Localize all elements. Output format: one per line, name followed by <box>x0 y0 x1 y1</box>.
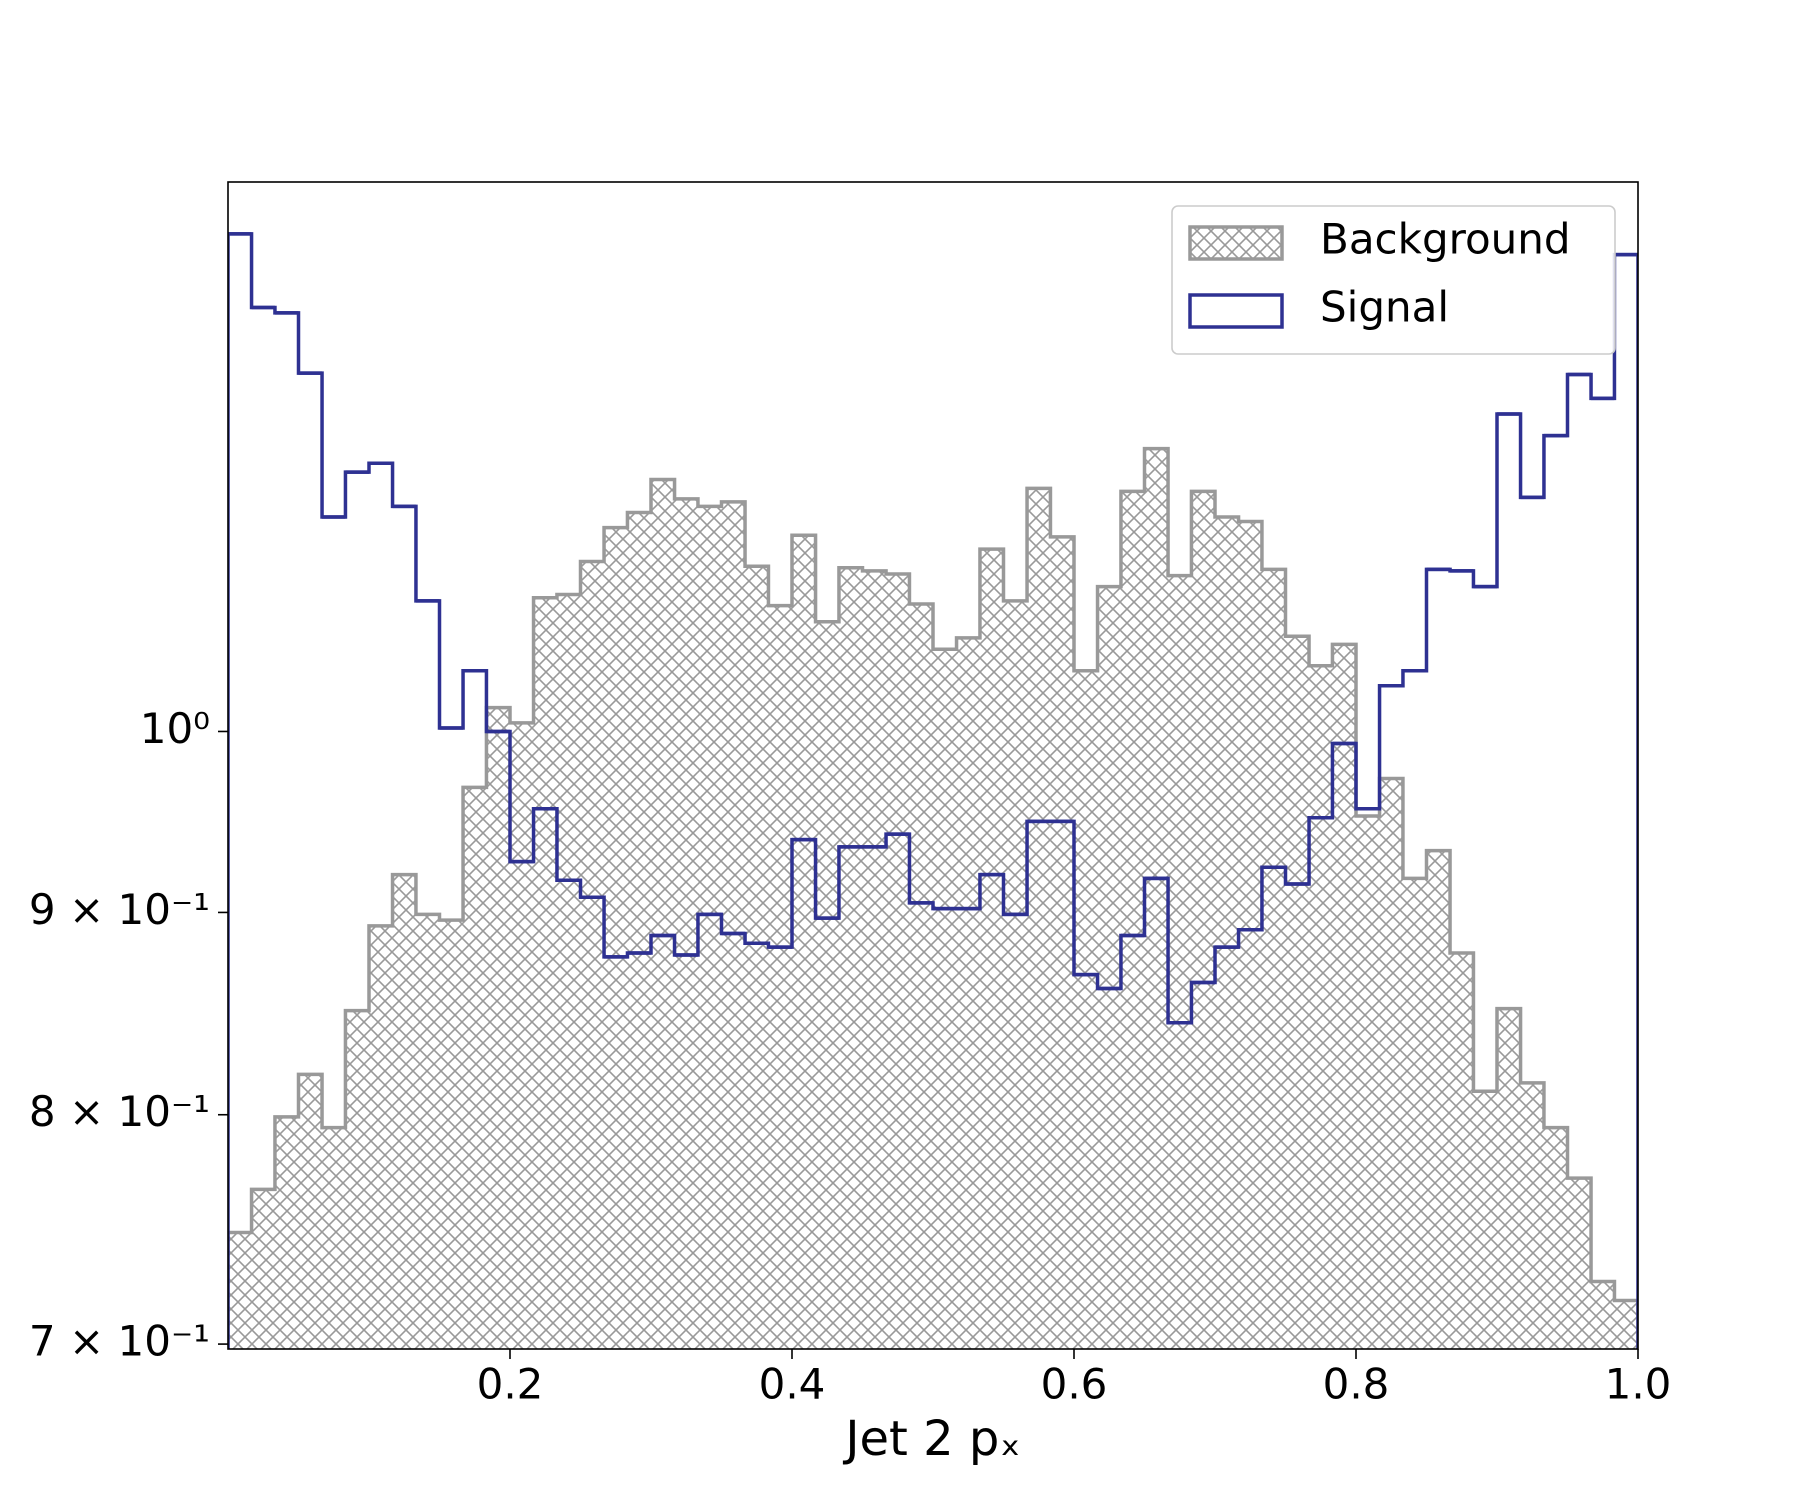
histogram-bar <box>1074 670 1098 1349</box>
histogram-bar <box>886 574 910 1349</box>
y-tick-label: 10⁰ <box>140 704 210 753</box>
histogram-bar <box>604 527 628 1349</box>
histogram-bar <box>697 506 722 1349</box>
histogram-bar <box>251 1189 275 1349</box>
histogram-bar <box>1261 569 1286 1349</box>
histogram-bar <box>1191 491 1215 1349</box>
histogram-bar <box>979 549 1004 1349</box>
legend-label: Signal <box>1320 283 1449 332</box>
histogram-bar <box>956 637 980 1349</box>
histogram-bar <box>1120 491 1145 1349</box>
histogram-bar <box>1379 778 1403 1349</box>
histogram-bar <box>345 1010 369 1349</box>
histogram-bar <box>862 570 887 1349</box>
histogram-bar <box>1050 536 1074 1349</box>
histogram-bar <box>1426 850 1451 1349</box>
histogram-bar <box>933 649 957 1349</box>
histogram-bar <box>674 498 698 1349</box>
y-tick-label: 7 × 10⁻¹ <box>29 1317 210 1366</box>
histogram-bar <box>322 1127 346 1349</box>
histogram-bar <box>556 594 581 1349</box>
legend-label: Background <box>1320 215 1571 264</box>
histogram-bar <box>838 567 863 1349</box>
histogram-bar <box>1520 1082 1544 1349</box>
histogram-bar <box>651 479 675 1349</box>
histogram-bar <box>392 874 416 1349</box>
histogram-bar <box>1285 636 1310 1349</box>
histogram-bar <box>439 920 464 1349</box>
x-tick-label: 0.6 <box>1041 1360 1108 1409</box>
x-tick-label: 0.8 <box>1323 1360 1390 1409</box>
histogram-bar <box>533 597 557 1349</box>
histogram-bar <box>745 566 769 1349</box>
histogram-bar <box>369 925 393 1349</box>
histogram-outline <box>228 232 1638 1349</box>
histogram-bar <box>1402 878 1427 1349</box>
y-tick-label: 9 × 10⁻¹ <box>29 885 210 934</box>
histogram-bar <box>1097 586 1121 1349</box>
legend: Background Signal <box>1171 205 1616 355</box>
x-tick-label: 1.0 <box>1605 1360 1672 1409</box>
x-axis-label: Jet 2 pₓ <box>842 1411 1020 1467</box>
histogram-bar <box>463 787 487 1349</box>
histogram-bar <box>1591 1281 1615 1349</box>
histogram-bar <box>1027 488 1051 1349</box>
histogram-bar <box>1332 644 1356 1349</box>
x-tick-label: 0.2 <box>477 1360 544 1409</box>
histogram-bar <box>1543 1127 1568 1349</box>
histogram-bar <box>1356 815 1380 1349</box>
y-tick-label: 8 × 10⁻¹ <box>29 1087 210 1136</box>
histogram-bar <box>1144 448 1169 1349</box>
legend-swatch <box>1188 225 1284 261</box>
histogram-bar <box>274 1116 299 1349</box>
histogram-bar <box>768 605 792 1349</box>
histogram-bar <box>1168 575 1192 1349</box>
histogram-bar <box>228 1232 252 1349</box>
histogram-bar <box>792 535 816 1349</box>
histogram-bar <box>627 512 651 1349</box>
histogram-bar <box>1567 1178 1592 1349</box>
x-tick-label: 0.4 <box>759 1360 826 1409</box>
histogram-bar <box>415 914 440 1349</box>
histogram-bar <box>815 621 839 1349</box>
legend-swatch <box>1188 293 1284 329</box>
histogram-bar <box>510 722 534 1349</box>
histogram-bar <box>1238 521 1262 1349</box>
plot-area <box>228 232 1638 1349</box>
histogram-bar <box>1497 1008 1521 1349</box>
histogram-bar <box>721 501 746 1349</box>
histogram-bar <box>1003 600 1028 1349</box>
histogram-bar <box>1309 665 1333 1349</box>
histogram-bar <box>486 707 510 1349</box>
histogram-bar <box>1614 1300 1638 1349</box>
histogram-bar <box>580 561 605 1349</box>
histogram-bar <box>909 604 933 1349</box>
histogram-outline <box>228 446 1638 1349</box>
histogram-bar <box>1450 952 1474 1349</box>
histogram-bar <box>1473 1091 1497 1349</box>
histogram-bar <box>298 1074 323 1349</box>
axes-frame <box>227 181 1639 1350</box>
histogram-bar <box>1215 516 1239 1349</box>
